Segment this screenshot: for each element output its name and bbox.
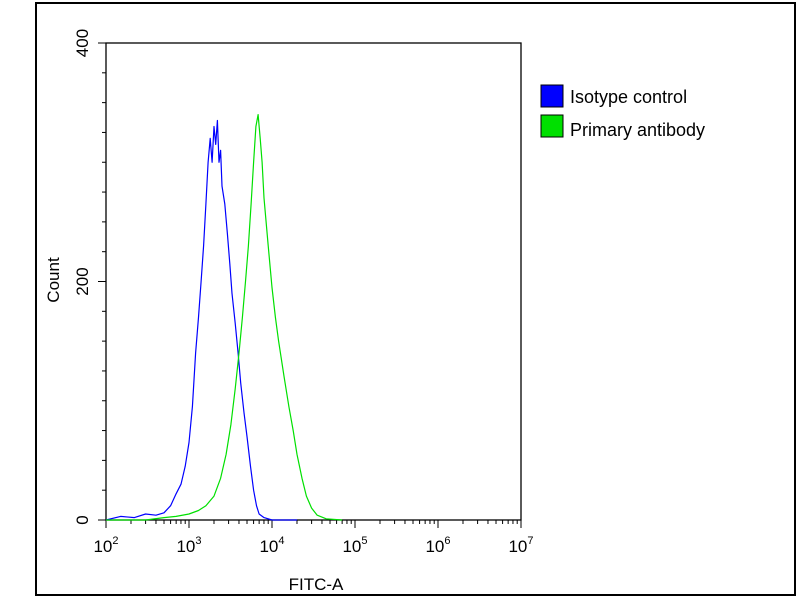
- series-line-primary: [106, 114, 343, 521]
- x-tick-exponent: 5: [361, 535, 367, 547]
- x-axis-title: FITC-A: [289, 575, 344, 594]
- legend-swatch-isotype: [540, 84, 564, 108]
- x-tick-label: 103: [176, 535, 201, 556]
- y-axis-title: Count: [44, 257, 63, 303]
- x-tick-exponent: 4: [278, 535, 284, 547]
- plot-area-border: [105, 42, 522, 521]
- x-tick-label: 106: [425, 535, 450, 556]
- x-tick-exponent: 6: [444, 535, 450, 547]
- x-tick-exponent: 7: [527, 535, 533, 547]
- y-tick-label: 200: [73, 267, 92, 295]
- legend-swatch-primary: [540, 114, 564, 138]
- x-tick-label: 107: [508, 535, 533, 556]
- legend-label-primary: Primary antibody: [570, 120, 705, 140]
- legend: Isotype control Primary antibody: [540, 84, 705, 140]
- x-tick-label: 102: [93, 535, 118, 556]
- chart-frame: [35, 2, 796, 596]
- x-tick-label: 105: [342, 535, 367, 556]
- x-tick-exponent: 3: [195, 535, 201, 547]
- legend-label-isotype: Isotype control: [570, 87, 687, 107]
- x-tick-exponent: 2: [112, 535, 118, 547]
- x-tick-label: 104: [259, 535, 284, 556]
- series-line-isotype: [105, 119, 297, 521]
- y-tick-label: 400: [73, 29, 92, 57]
- y-tick-label: 0: [73, 515, 92, 524]
